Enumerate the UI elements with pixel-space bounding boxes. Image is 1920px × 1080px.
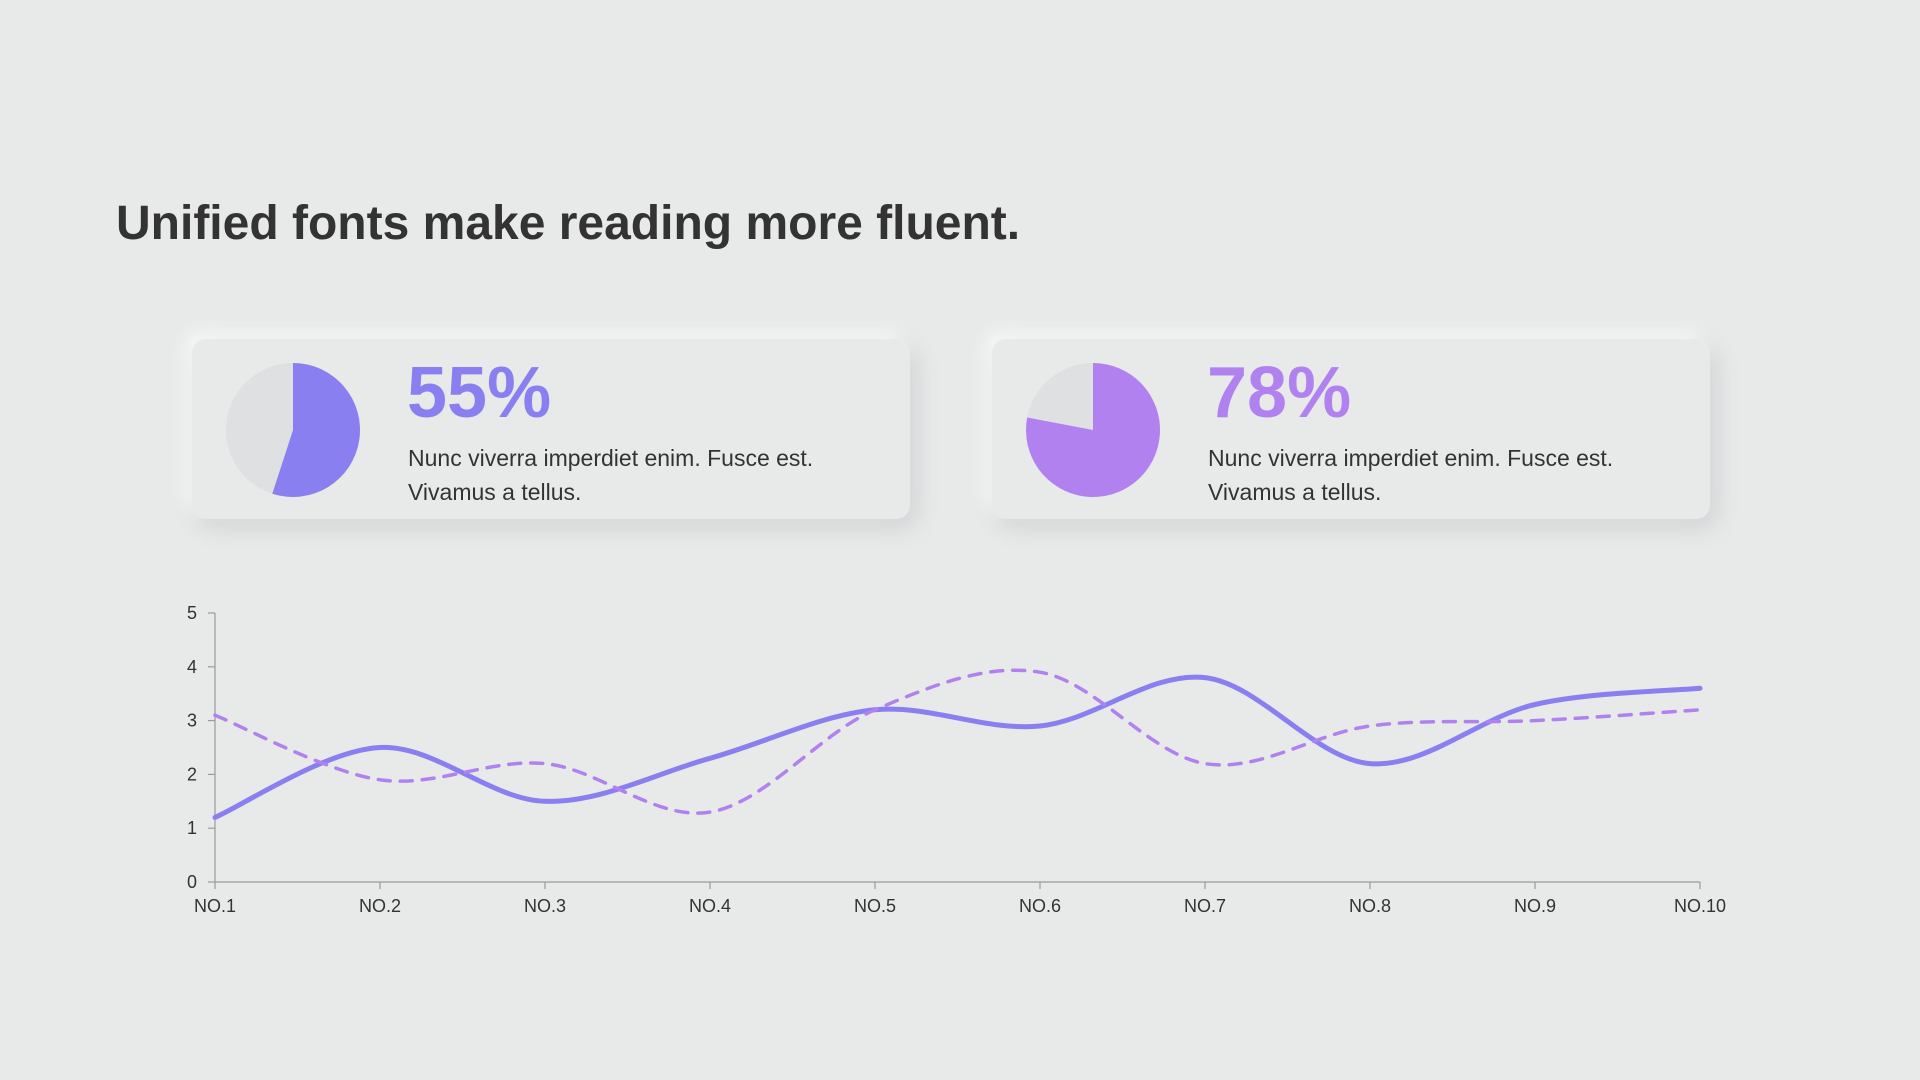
x-tick-label: NO.1	[194, 896, 236, 916]
x-tick-label: NO.5	[854, 896, 896, 916]
y-tick-label: 1	[187, 818, 197, 838]
pie-chart-1	[226, 363, 360, 497]
y-tick-label: 4	[187, 657, 197, 677]
stat-1-description: Nunc viverra imperdiet enim. Fusce est. …	[408, 441, 878, 509]
x-tick-label: NO.4	[689, 896, 731, 916]
pie-1-slice	[272, 363, 360, 497]
series-line-1	[212, 674, 1703, 820]
x-tick-label: NO.8	[1349, 896, 1391, 916]
series-line-2	[213, 668, 1702, 815]
pie-chart-2	[1026, 363, 1160, 497]
stat-card-2: 78% Nunc viverra imperdiet enim. Fusce e…	[992, 339, 1710, 519]
stat-2-line-2: Vivamus a tellus.	[1208, 479, 1382, 505]
x-tick-label: NO.10	[1674, 896, 1726, 916]
x-tick-label: NO.7	[1184, 896, 1226, 916]
slide-title: Unified fonts make reading more fluent.	[116, 197, 1021, 250]
stat-1-line-1: Nunc viverra imperdiet enim. Fusce est.	[408, 445, 814, 471]
stat-1-percent: 55%	[407, 353, 552, 433]
stat-card-1: 55% Nunc viverra imperdiet enim. Fusce e…	[192, 339, 910, 519]
x-tick-label: NO.2	[359, 896, 401, 916]
stat-2-description: Nunc viverra imperdiet enim. Fusce est. …	[1208, 441, 1678, 509]
x-tick-label: NO.6	[1019, 896, 1061, 916]
y-tick-label: 2	[187, 764, 197, 784]
x-tick-label: NO.3	[524, 896, 566, 916]
stat-2-percent: 78%	[1207, 353, 1352, 433]
stat-1-line-2: Vivamus a tellus.	[408, 479, 582, 505]
y-tick-label: 0	[187, 872, 197, 892]
stat-2-line-1: Nunc viverra imperdiet enim. Fusce est.	[1208, 445, 1614, 471]
y-tick-label: 3	[187, 711, 197, 731]
pie-2-slice	[1026, 363, 1160, 497]
x-tick-label: NO.9	[1514, 896, 1556, 916]
y-tick-label: 5	[187, 603, 197, 623]
